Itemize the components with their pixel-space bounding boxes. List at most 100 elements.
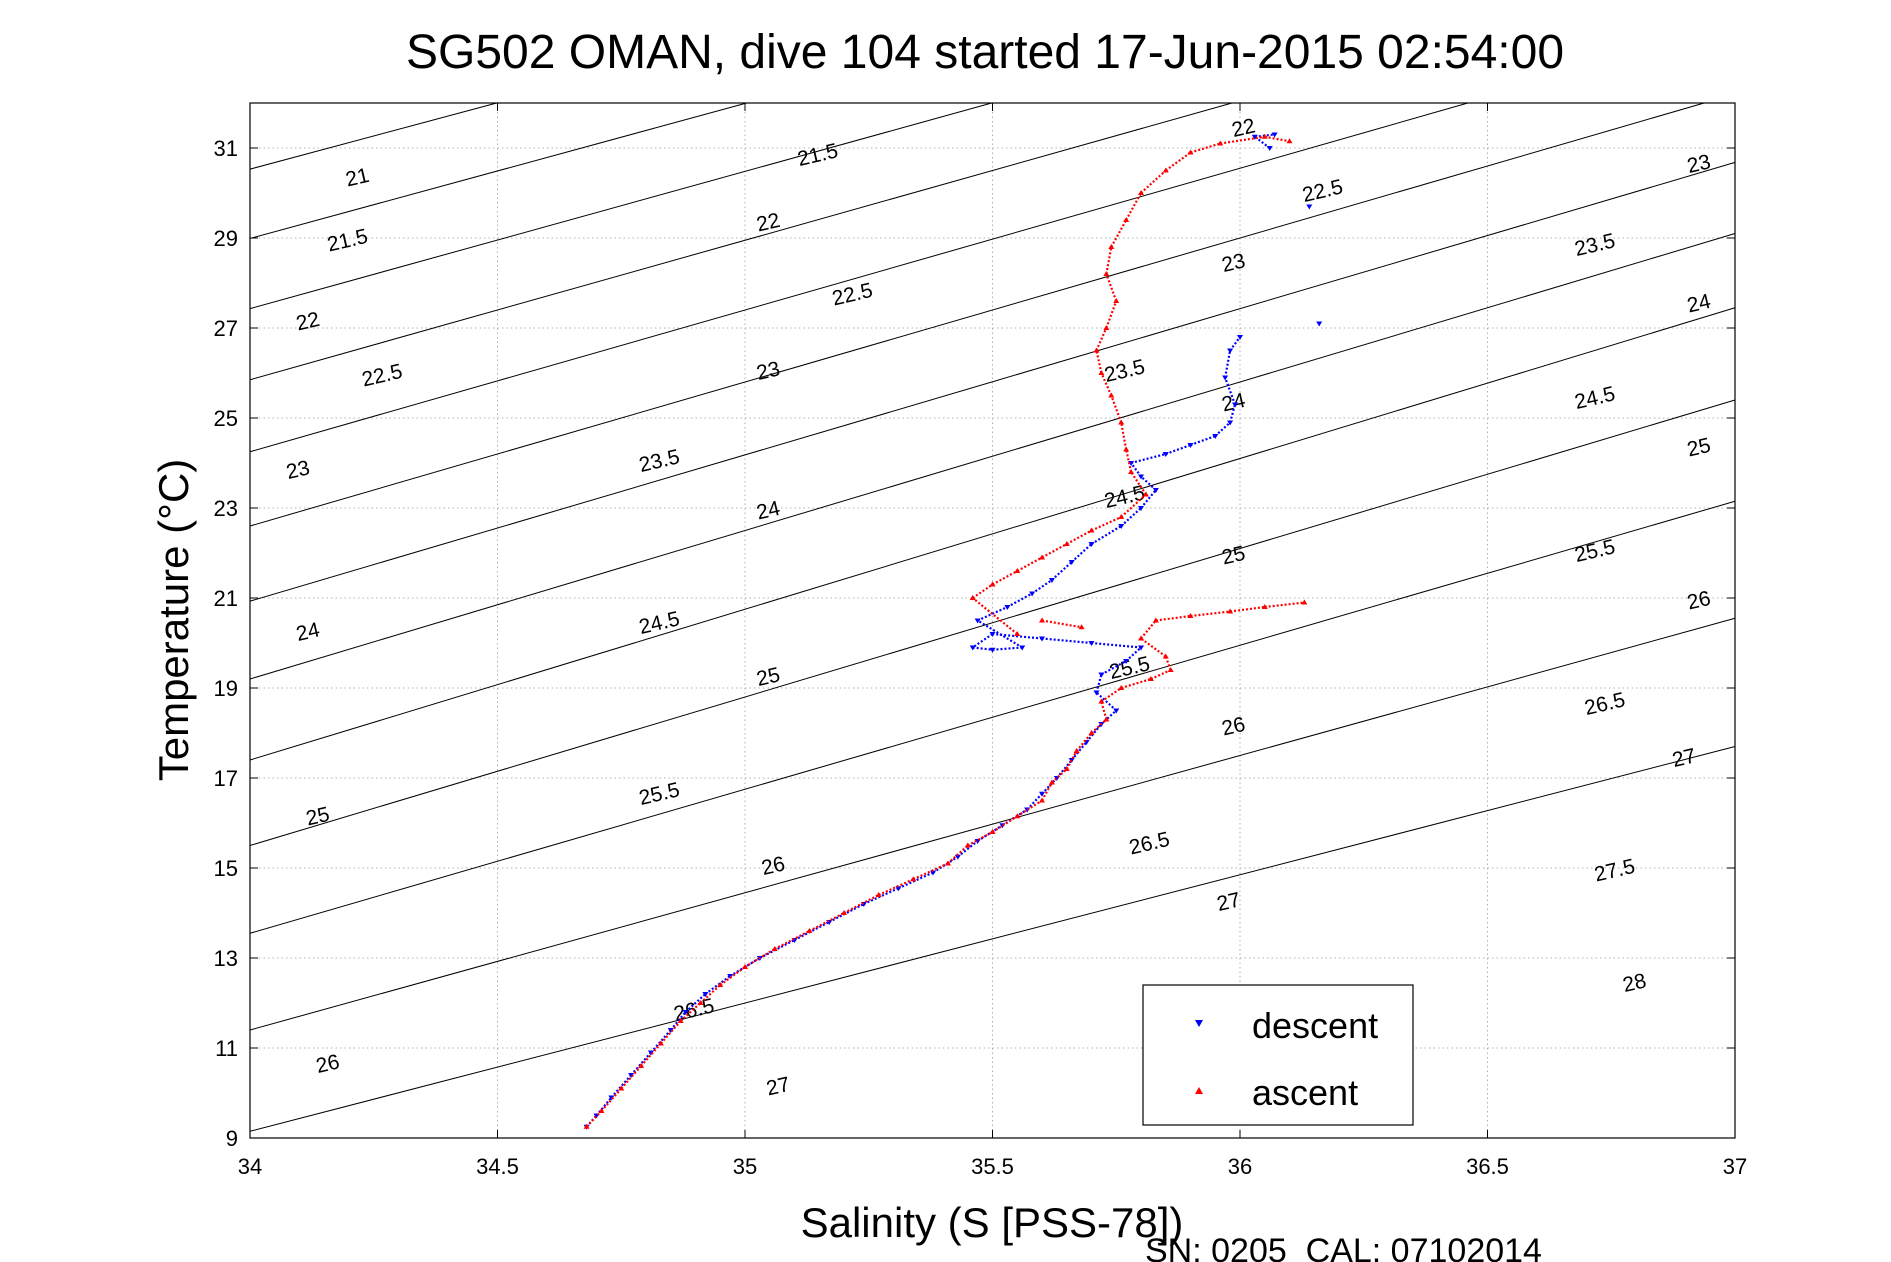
series-trace-ascent — [1090, 718, 1108, 734]
series-trace-ascent — [1051, 768, 1068, 784]
series-trace-ascent — [991, 570, 1018, 586]
series-trace-ascent — [1140, 169, 1167, 194]
y-tick-label: 11 — [215, 1036, 238, 1061]
isopycnal-label: 26 — [1685, 587, 1713, 615]
isopycnal-label: 27 — [1670, 744, 1698, 772]
series-trace-ascent — [808, 912, 845, 932]
series-trace-ascent — [1264, 135, 1290, 143]
isopycnal-label: 27 — [1215, 888, 1243, 916]
series-trace-descent — [1120, 507, 1142, 527]
y-tick-label: 31 — [214, 136, 238, 161]
isopycnal-line — [249, 746, 1736, 1132]
series-trace-ascent — [640, 1042, 662, 1067]
series-trace-descent — [1090, 525, 1122, 545]
data-point-descent — [1222, 375, 1229, 381]
series-trace-descent — [1130, 452, 1167, 465]
series-trace-ascent — [1130, 471, 1147, 496]
series-trace-ascent — [991, 815, 1018, 833]
series-trace-descent — [1224, 350, 1232, 378]
density-contours — [249, 102, 1736, 1132]
isopycnal-line — [249, 161, 1736, 602]
series-trace-descent — [1229, 404, 1237, 423]
isopycnal-line — [249, 399, 1736, 846]
series-trace-ascent — [1100, 701, 1108, 720]
y-tick-label: 29 — [214, 226, 238, 251]
series-trace-ascent — [1190, 142, 1221, 154]
series-trace-descent — [759, 939, 796, 959]
series-trace-descent — [684, 993, 707, 1013]
series-trace-ascent — [1110, 219, 1128, 248]
isopycnal-line — [249, 102, 1233, 381]
y-tick-label: 15 — [214, 856, 238, 881]
series-trace-ascent — [620, 1065, 642, 1090]
series-trace-ascent — [1120, 493, 1147, 518]
series-trace-descent — [1190, 434, 1216, 447]
isopycnal-line — [249, 617, 1736, 1031]
isopycnal-label: 25 — [1685, 434, 1713, 462]
series-trace-ascent — [600, 1087, 623, 1112]
data-point-descent — [1316, 321, 1323, 327]
series-trace-ascent — [1041, 619, 1082, 629]
data-point-descent — [1271, 132, 1278, 138]
isopycnal-label: 27 — [764, 1073, 792, 1101]
series-trace-ascent — [699, 984, 721, 1004]
isopycnal-label: 22 — [754, 209, 782, 237]
x-axis-label: Salinity (S [PSS-78]) — [801, 1199, 1184, 1246]
series-trace-descent — [1125, 646, 1142, 662]
data-series — [583, 132, 1323, 1130]
data-point-ascent — [1301, 599, 1308, 605]
series-trace-descent — [1091, 641, 1142, 649]
isopycnal-label: 25 — [1220, 542, 1248, 570]
legend-descent-marker — [1195, 1020, 1203, 1027]
x-tick-label: 35.5 — [971, 1154, 1014, 1179]
series-trace-descent — [957, 840, 979, 858]
isopycnal-line — [249, 102, 497, 170]
series-trace-descent — [1051, 561, 1073, 581]
x-tick-label: 34 — [238, 1154, 262, 1179]
series-trace-descent — [1070, 543, 1093, 563]
series-trace-ascent — [719, 966, 746, 986]
series-trace-ascent — [1091, 515, 1122, 532]
isopycnal-label: 26 — [314, 1050, 342, 1078]
isopycnal-label: 23 — [1220, 249, 1248, 277]
series-trace-descent — [977, 824, 1003, 842]
series-trace-descent — [1130, 462, 1142, 478]
isopycnal-line — [249, 307, 1736, 761]
series-trace-descent — [630, 1051, 652, 1076]
series-trace-descent — [1229, 336, 1241, 352]
isopycnal-label: 26 — [759, 852, 787, 880]
isopycnal-label: 26 — [1220, 713, 1248, 741]
y-tick-label: 25 — [214, 406, 238, 431]
series-trace-descent — [1100, 709, 1117, 725]
x-tick-label: 36.5 — [1466, 1154, 1509, 1179]
grid — [250, 103, 1735, 1138]
series-trace-descent — [1165, 443, 1191, 456]
series-trace-ascent — [1140, 637, 1167, 658]
series-trace-ascent — [1220, 135, 1265, 145]
series-trace-ascent — [1065, 750, 1078, 770]
series-trace-ascent — [972, 597, 1018, 635]
data-point-ascent — [1286, 138, 1293, 144]
series-trace-descent — [1224, 377, 1237, 405]
isopycnal-line — [249, 233, 1736, 680]
series-trace-descent — [1095, 674, 1103, 693]
series-trace-ascent — [660, 1020, 682, 1045]
isopycnal-label: 24 — [294, 618, 322, 646]
y-tick-label: 9 — [226, 1126, 238, 1151]
y-axis-label: Temperature (°C) — [150, 459, 197, 782]
y-tick-label: 13 — [214, 946, 238, 971]
data-point-descent — [1227, 420, 1234, 426]
chart-title: SG502 OMAN, dive 104 started 17-Jun-2015… — [406, 26, 1564, 79]
isopycnal-line — [249, 102, 992, 310]
x-axis-ticks: 34 34.5 35 35.5 36 36.5 37 — [238, 103, 1747, 1179]
series-trace-descent — [1095, 691, 1117, 712]
isopycnal-label: 25 — [754, 663, 782, 691]
series-trace-ascent — [1105, 300, 1118, 329]
isopycnal-label: 23 — [754, 357, 782, 385]
isopycnal-label: 22 — [1230, 114, 1258, 142]
series-trace-ascent — [1190, 610, 1231, 618]
series-trace-ascent — [1041, 781, 1053, 802]
isopycnal-line — [249, 102, 1705, 527]
series-trace-ascent — [1041, 543, 1068, 559]
series-trace-ascent — [1105, 273, 1118, 302]
